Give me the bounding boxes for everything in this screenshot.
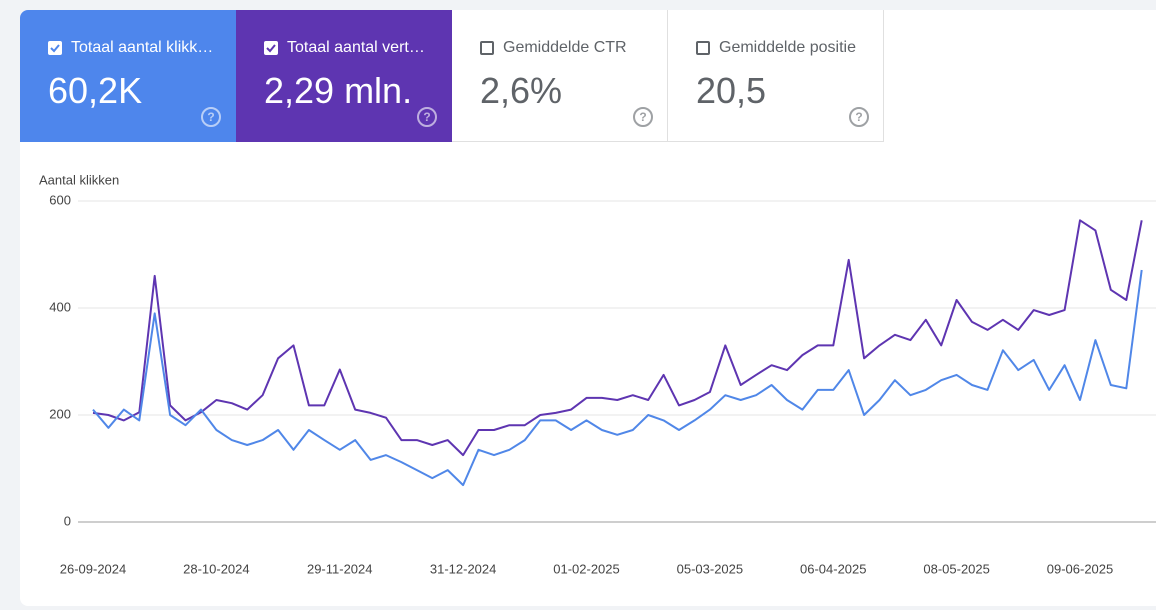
x-tick-label: 28-10-2024 xyxy=(183,561,250,576)
metric-value: 60,2K xyxy=(48,70,143,111)
metric-value: 20,5 xyxy=(696,70,767,111)
series-line xyxy=(92,219,1143,457)
x-tick-label: 01-02-2025 xyxy=(553,561,620,576)
x-tick-label: 31-12-2024 xyxy=(430,561,497,576)
series-line xyxy=(92,269,1143,487)
y-axis-label: Aantal klikken xyxy=(39,172,119,187)
help-icon[interactable]: ? xyxy=(201,107,221,127)
metric-label: Gemiddelde positie xyxy=(719,39,856,56)
y-tick-label: 200 xyxy=(49,406,71,421)
help-icon[interactable]: ? xyxy=(633,107,653,127)
checkbox[interactable] xyxy=(696,41,710,55)
y-tick-label: 400 xyxy=(49,299,71,314)
x-tick-label: 08-05-2025 xyxy=(923,561,990,576)
metric-label: Totaal aantal klikk… xyxy=(71,39,214,56)
metric-tab[interactable]: Totaal aantal vert… 2,29 mln.? xyxy=(236,10,452,142)
metric-tab[interactable]: Gemiddelde positie 20,5? xyxy=(668,10,884,142)
y-tick-label: 0 xyxy=(64,513,71,528)
checkbox[interactable] xyxy=(48,41,62,55)
metric-value: 2,6% xyxy=(480,70,563,111)
checkbox[interactable] xyxy=(480,41,494,55)
metric-tab[interactable]: Totaal aantal klikk… 60,2K? xyxy=(20,10,236,142)
metric-value: 2,29 mln. xyxy=(264,70,413,111)
help-icon[interactable]: ? xyxy=(417,107,437,127)
metric-label: Gemiddelde CTR xyxy=(503,39,627,56)
x-tick-label: 05-03-2025 xyxy=(677,561,744,576)
metric-label: Totaal aantal vert… xyxy=(287,39,425,56)
y-tick-label: 600 xyxy=(49,192,71,207)
metric-tab[interactable]: Gemiddelde CTR 2,6%? xyxy=(452,10,668,142)
checkbox[interactable] xyxy=(264,41,278,55)
x-tick-label: 29-11-2024 xyxy=(307,561,373,576)
x-tick-label: 26-09-2024 xyxy=(60,561,127,576)
x-tick-label: 09-06-2025 xyxy=(1047,561,1114,576)
x-tick-label: 06-04-2025 xyxy=(800,561,867,576)
help-icon[interactable]: ? xyxy=(849,107,869,127)
